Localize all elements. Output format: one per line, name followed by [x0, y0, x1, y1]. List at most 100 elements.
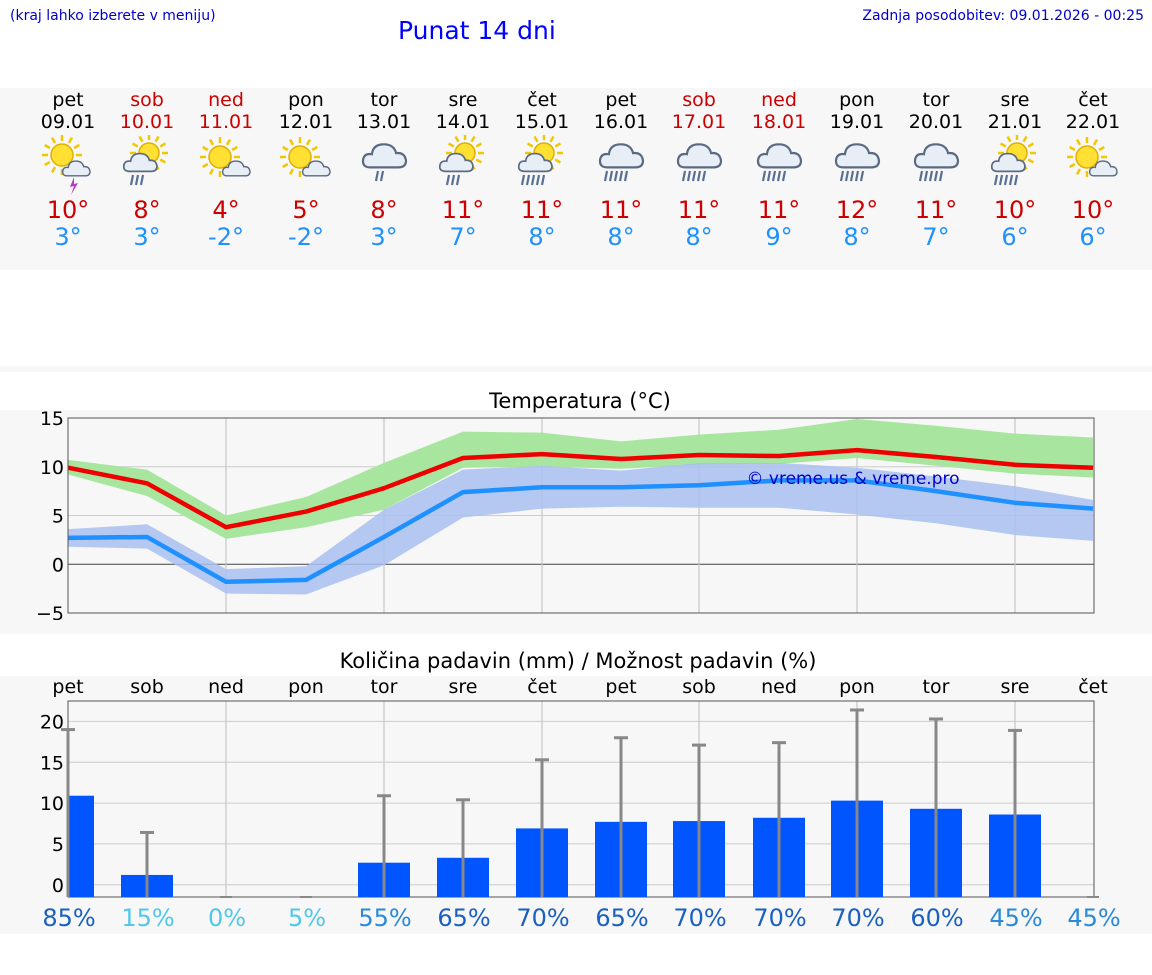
day-column: čet 15.01 11° 8°: [502, 89, 582, 251]
max-temperature: 11°: [599, 196, 643, 224]
max-temperature-line: [67, 447, 1094, 530]
cloud-heavy-rain-icon: [739, 133, 819, 197]
day-column: pet 09.01 10° 3°: [28, 89, 108, 251]
y-tick-label: 20: [40, 711, 64, 733]
day-name: ned: [761, 89, 797, 111]
category-label: sre: [449, 676, 478, 698]
precipitation-chance-label: 60%: [910, 904, 963, 932]
day-date: 22.01: [1065, 111, 1121, 133]
y-tick-label: 10: [40, 457, 64, 479]
sun-cloud-rain-icon: [107, 133, 187, 197]
sun-cloud-heavy-rain-icon: [975, 133, 1055, 197]
category-label: pet: [52, 676, 83, 698]
day-name: čet: [527, 89, 557, 111]
day-name: tor: [922, 89, 950, 111]
forecast-band: [0, 88, 1152, 270]
precipitation-bar: [68, 795, 94, 897]
day-column: pet 16.01 11° 8°: [581, 89, 661, 251]
min-temperature: 3°: [370, 223, 398, 251]
min-temperature: 6°: [1001, 223, 1029, 251]
category-label: čet: [527, 676, 557, 698]
category-label: ned: [761, 676, 797, 698]
day-name: tor: [370, 89, 398, 111]
precipitation-chance-label: 70%: [753, 904, 806, 932]
min-temperature: -2°: [288, 223, 324, 251]
min-temperature: 8°: [528, 223, 556, 251]
category-label: sre: [1001, 676, 1030, 698]
min-temperature: 6°: [1079, 223, 1107, 251]
precipitation-chance-label: 55%: [358, 904, 411, 932]
day-name: pon: [288, 89, 324, 111]
y-tick-label: −5: [36, 603, 64, 620]
day-date: 18.01: [751, 111, 807, 133]
max-temperature: 11°: [441, 196, 485, 224]
precipitation-chance-label: 45%: [989, 904, 1042, 932]
plot-frame: [67, 417, 1095, 614]
min-temperature: 8°: [843, 223, 871, 251]
day-column: tor 20.01 11° 7°: [896, 89, 976, 251]
max-temperature: 11°: [520, 196, 564, 224]
day-name: pet: [605, 89, 637, 111]
day-name: pet: [52, 89, 84, 111]
max-temperature: 10°: [46, 196, 90, 224]
sun-cloud-rain-icon: [423, 133, 503, 197]
category-label: tor: [923, 676, 950, 698]
category-label: čet: [1078, 676, 1108, 698]
category-label: pon: [839, 676, 875, 698]
category-label: tor: [371, 676, 398, 698]
min-temperature: 8°: [607, 223, 635, 251]
day-date: 13.01: [356, 111, 412, 133]
day-name: sob: [682, 89, 716, 111]
max-temperature: 11°: [677, 196, 721, 224]
temperature-chart: 15 10 5 0 −5 Temperatura (°C) © vreme.us & vre…: [36, 389, 1095, 620]
day-name: sre: [1000, 89, 1030, 111]
sun-cloud-thunderstorm-icon: [28, 133, 108, 197]
day-date: 19.01: [829, 111, 885, 133]
precipitation-chance-label: 15%: [121, 904, 174, 932]
day-column: pon 19.01 12° 8°: [817, 89, 897, 251]
max-temperature: 11°: [757, 196, 801, 224]
precipitation-chance-label: 70%: [516, 904, 569, 932]
cloud-rain-icon: [344, 133, 424, 197]
cloud-heavy-rain-icon: [896, 133, 976, 197]
max-temperature: 10°: [993, 196, 1037, 224]
day-date: 15.01: [514, 111, 570, 133]
precipitation-chart: 20 15 10 5 0 pet sob ned pon tor sre čet pet sob ned po…: [40, 649, 1121, 932]
min-temperature: 8°: [685, 223, 713, 251]
day-date: 14.01: [435, 111, 491, 133]
category-label: ned: [208, 676, 244, 698]
y-tick-label: 0: [52, 875, 64, 897]
day-date: 21.01: [987, 111, 1043, 133]
precipitation-chance-label: 0%: [208, 904, 246, 932]
sun-cloud-icon: [1053, 133, 1133, 197]
day-date: 10.01: [119, 111, 175, 133]
sun-cloud-icon: [186, 133, 266, 197]
day-date: 17.01: [671, 111, 727, 133]
max-temperature: 8°: [133, 196, 161, 224]
day-name: čet: [1078, 89, 1108, 111]
max-temperature: 11°: [914, 196, 958, 224]
day-column: sob 10.01 8° 3°: [107, 89, 187, 251]
category-label: pon: [288, 676, 324, 698]
min-temperature: 7°: [922, 223, 950, 251]
precipitation-chance-label: 45%: [1067, 904, 1120, 932]
category-label: sob: [682, 676, 716, 698]
min-range-band: [68, 462, 1093, 595]
watermark: © vreme.us & vreme.pro: [746, 469, 959, 489]
precipitation-chance-label: 70%: [673, 904, 726, 932]
location-menu-hint: (kraj lahko izberete v meniju): [10, 8, 216, 24]
day-date: 16.01: [593, 111, 649, 133]
precipitation-chance-label: 70%: [831, 904, 884, 932]
y-tick-label: 15: [40, 752, 64, 774]
chart-title: Temperatura (°C): [488, 389, 671, 413]
precipitation-chance-label: 65%: [595, 904, 648, 932]
sun-cloud-heavy-rain-icon: [502, 133, 582, 197]
day-name: sob: [130, 89, 164, 111]
day-column: sre 14.01 11° 7°: [423, 89, 503, 251]
chart-title: Količina padavin (mm) / Možnost padavin …: [340, 649, 817, 673]
precipitation-chance-label: 5%: [288, 904, 326, 932]
category-label: pet: [605, 676, 636, 698]
day-column: čet 22.01 10° 6°: [1053, 89, 1133, 251]
max-range-band: [68, 418, 1093, 539]
day-column: ned 11.01 4° -2°: [186, 89, 266, 251]
